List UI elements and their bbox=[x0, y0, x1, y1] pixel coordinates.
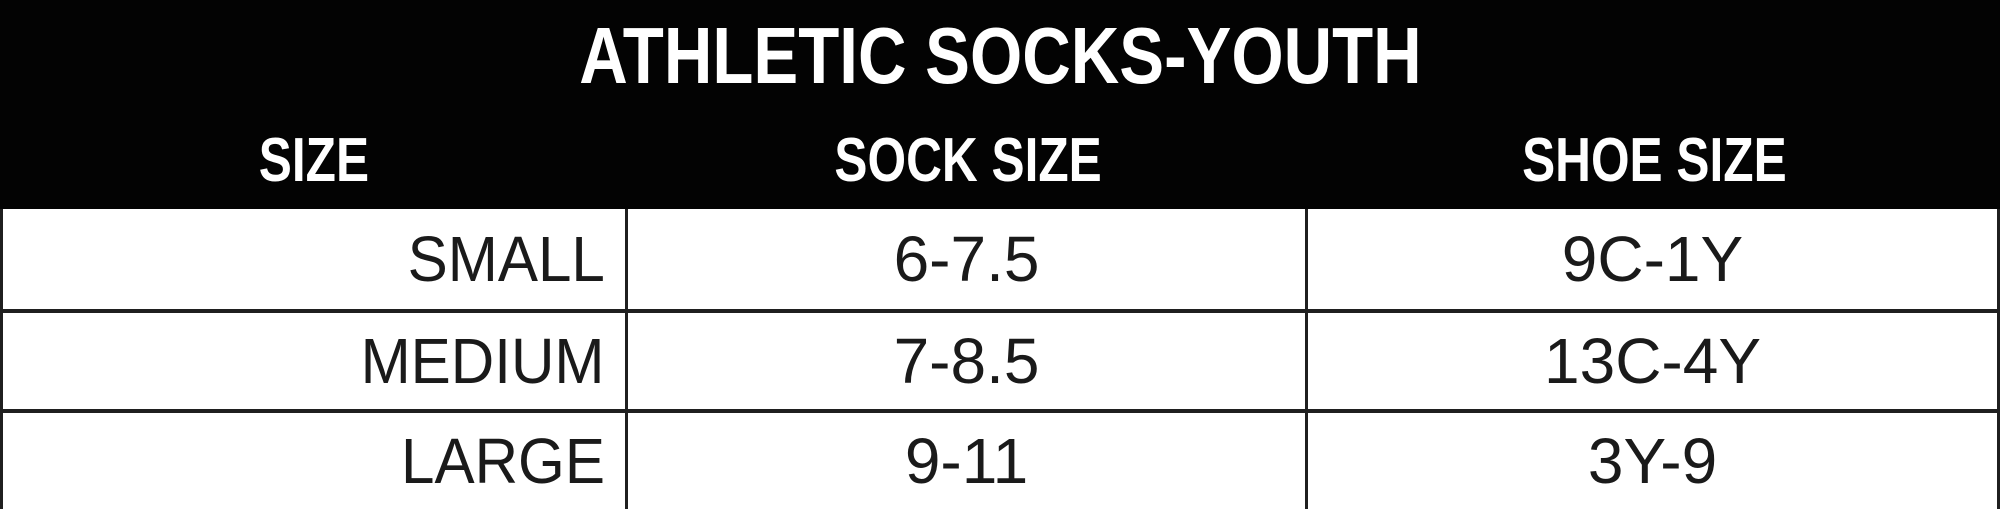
chart-header-band: ATHLETIC SOCKS-YOUTH SIZE SOCK SIZE SHOE… bbox=[0, 0, 2000, 209]
cell-medium-size-text: MEDIUM bbox=[361, 325, 605, 397]
cell-medium-shoe-size: 13C-4Y bbox=[1308, 313, 1997, 409]
column-header-size: SIZE bbox=[0, 112, 628, 209]
column-header-sock-size-label: SOCK SIZE bbox=[834, 126, 1102, 195]
cell-small-size: SMALL bbox=[3, 209, 628, 309]
cell-small-sock-size: 6-7.5 bbox=[628, 209, 1308, 309]
column-header-shoe-size: SHOE SIZE bbox=[1308, 112, 2000, 209]
table-row-small: SMALL 6-7.5 9C-1Y bbox=[3, 209, 1997, 309]
cell-large-shoe-size-text: 3Y-9 bbox=[1587, 425, 1718, 497]
column-header-row: SIZE SOCK SIZE SHOE SIZE bbox=[0, 112, 2000, 209]
cell-large-size-text: LARGE bbox=[401, 425, 605, 497]
chart-title-row: ATHLETIC SOCKS-YOUTH bbox=[0, 0, 2000, 112]
chart-title: ATHLETIC SOCKS-YOUTH bbox=[578, 11, 1422, 100]
cell-large-size: LARGE bbox=[3, 413, 628, 509]
cell-large-sock-size: 9-11 bbox=[628, 413, 1308, 509]
table-row-large: LARGE 9-11 3Y-9 bbox=[3, 409, 1997, 509]
column-header-size-label: SIZE bbox=[258, 126, 370, 195]
cell-small-shoe-size: 9C-1Y bbox=[1308, 209, 1997, 309]
column-header-sock-size: SOCK SIZE bbox=[628, 112, 1308, 209]
cell-small-shoe-size-text: 9C-1Y bbox=[1561, 223, 1744, 295]
cell-medium-shoe-size-text: 13C-4Y bbox=[1544, 325, 1761, 397]
size-table-body: SMALL 6-7.5 9C-1Y MEDIUM 7-8.5 13C-4Y LA… bbox=[0, 209, 2000, 509]
table-row-medium: MEDIUM 7-8.5 13C-4Y bbox=[3, 309, 1997, 409]
cell-large-sock-size-text: 9-11 bbox=[904, 425, 1029, 497]
cell-large-shoe-size: 3Y-9 bbox=[1308, 413, 1997, 509]
cell-small-sock-size-text: 6-7.5 bbox=[893, 223, 1040, 295]
cell-small-size-text: SMALL bbox=[407, 223, 605, 295]
cell-medium-size: MEDIUM bbox=[3, 313, 628, 409]
cell-medium-sock-size-text: 7-8.5 bbox=[893, 325, 1040, 397]
column-header-shoe-size-label: SHOE SIZE bbox=[1521, 126, 1787, 195]
cell-medium-sock-size: 7-8.5 bbox=[628, 313, 1308, 409]
